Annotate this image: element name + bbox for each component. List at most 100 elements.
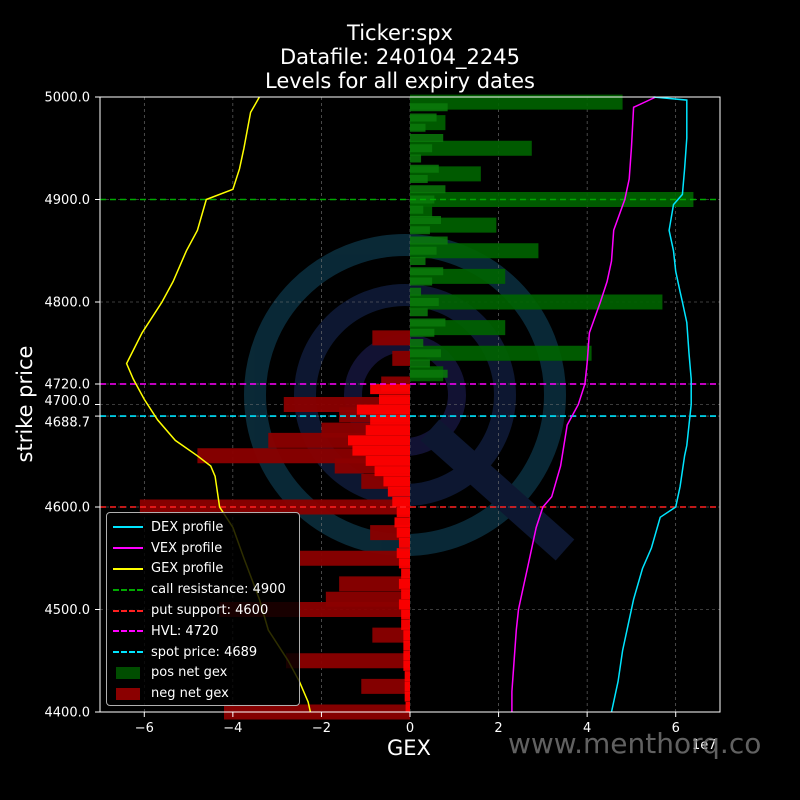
pos-gex-bar: [410, 345, 592, 361]
legend-item: GEX profile: [113, 559, 293, 580]
series-line: [511, 96, 657, 712]
legend-label: VEX profile: [151, 540, 223, 556]
neg-gex-bar-detail: [401, 568, 410, 579]
pos-gex-bar-detail: [410, 349, 441, 358]
legend-item: DEX profile: [113, 517, 293, 538]
chart-title-line-3: Levels for all expiry dates: [265, 69, 535, 93]
x-tick-label: −6: [135, 721, 154, 736]
pos-gex-bar-detail: [410, 359, 430, 368]
chart-legend: DEX profile VEX profile GEX profile call re…: [106, 512, 300, 706]
pos-gex-bar-detail: [410, 318, 446, 327]
neg-gex-bar-detail: [398, 578, 410, 589]
neg-gex-bar: [361, 678, 410, 694]
neg-gex-bar-detail: [405, 701, 410, 712]
x-axis-ticks: −6 −4 −2 0 2 4 6: [135, 712, 680, 736]
pos-gex-bar-detail: [410, 277, 433, 286]
neg-gex-bar-detail: [348, 435, 410, 446]
pos-gex-bar-detail: [410, 175, 428, 183]
neg-gex-bar-detail: [401, 609, 410, 620]
legend-swatch: [113, 666, 143, 679]
pos-gex-bar-detail: [410, 205, 424, 214]
neg-gex-bar-detail: [379, 394, 410, 405]
neg-gex-bar-detail: [403, 640, 410, 651]
pos-net-gex-bars: [410, 94, 694, 382]
pos-gex-bar-detail: [410, 113, 437, 122]
pos-gex-bar-detail: [410, 226, 430, 235]
neg-gex-bar-detail: [401, 619, 410, 630]
neg-gex-bar-detail: [394, 517, 410, 528]
x-tick-label: −4: [223, 721, 242, 736]
x-tick-label: 2: [494, 721, 502, 736]
legend-swatch: [113, 542, 143, 554]
neg-gex-bar-detail: [396, 507, 410, 518]
neg-gex-bar-detail: [374, 466, 410, 477]
x-tick-label: 6: [672, 721, 680, 736]
neg-gex-bar-detail: [387, 486, 410, 497]
pos-gex-bar-detail: [410, 103, 448, 112]
legend-swatch: [113, 521, 143, 533]
neg-gex-bar-detail: [396, 527, 410, 538]
neg-gex-bar: [299, 550, 410, 566]
legend-item: HVL: 4720: [113, 621, 293, 642]
neg-gex-bar: [372, 330, 410, 346]
neg-gex-bar-detail: [356, 404, 410, 415]
neg-gex-bar-detail: [383, 476, 410, 487]
pos-gex-bar-detail: [410, 287, 422, 296]
pos-gex-bar: [410, 94, 623, 110]
neg-gex-bar-detail: [370, 414, 410, 425]
legend-item: put support: 4600: [113, 600, 293, 621]
legend-item: spot price: 4689: [113, 642, 293, 663]
y-axis-label: strike price: [13, 345, 37, 463]
x-tick-label: 4: [583, 721, 591, 736]
y-tick-label: 4688.7: [45, 416, 91, 431]
neg-gex-bar: [372, 627, 410, 643]
legend-swatch: [113, 563, 143, 575]
pos-gex-bar-detail: [410, 185, 446, 194]
legend-swatch: [113, 687, 143, 700]
neg-gex-bar-detail: [401, 589, 410, 600]
pos-gex-bar: [410, 243, 539, 259]
y-tick-label: 4900.0: [45, 193, 91, 208]
neg-net-gex-bars: [139, 330, 410, 720]
neg-gex-bar-detail: [398, 537, 410, 548]
y-tick-label: 4700.0: [45, 394, 91, 409]
pos-gex-bar-detail: [410, 144, 433, 153]
pos-gex-bar-detail: [410, 134, 444, 142]
neg-gex-bar-detail: [404, 671, 410, 682]
y-tick-label: 4600.0: [45, 501, 91, 516]
legend-label: HVL: 4720: [151, 623, 219, 639]
pos-gex-bar-detail: [410, 123, 426, 132]
pos-gex-bar-detail: [410, 164, 439, 173]
pos-gex-bar: [410, 140, 532, 156]
x-scale-label: 1e7: [692, 738, 717, 753]
neg-gex-bar-detail: [352, 445, 410, 456]
legend-item: call resistance: 4900: [113, 579, 293, 600]
x-axis-label: GEX: [387, 736, 431, 760]
legend-label: call resistance: 4900: [151, 582, 286, 598]
legend-label: GEX profile: [151, 561, 224, 577]
legend-item: neg net gex: [113, 683, 293, 704]
neg-gex-bar-detail: [403, 650, 410, 661]
legend-item: pos net gex: [113, 663, 293, 684]
pos-gex-bar-detail: [410, 369, 448, 378]
y-tick-label: 4400.0: [45, 706, 91, 721]
neg-gex-bar-detail: [392, 496, 410, 507]
pos-gex-bar-detail: [410, 246, 437, 255]
neg-gex-bar-detail: [398, 558, 410, 569]
legend-item: VEX profile: [113, 538, 293, 559]
neg-gex-bar-detail: [398, 599, 410, 610]
level-lines: [100, 198, 720, 508]
pos-gex-bar-detail: [410, 154, 422, 163]
legend-label: neg net gex: [151, 686, 229, 702]
legend-label: DEX profile: [151, 519, 224, 535]
neg-gex-bar-detail: [396, 548, 410, 559]
neg-gex-bar-detail: [403, 660, 410, 671]
neg-gex-bar: [392, 350, 410, 366]
y-tick-label: 4500.0: [45, 603, 91, 618]
legend-swatch: [113, 625, 143, 637]
pos-gex-bar-detail: [410, 236, 448, 245]
pos-gex-bar-detail: [410, 308, 428, 317]
neg-gex-bar-detail: [404, 691, 410, 702]
y-tick-label: 4800.0: [45, 296, 91, 311]
